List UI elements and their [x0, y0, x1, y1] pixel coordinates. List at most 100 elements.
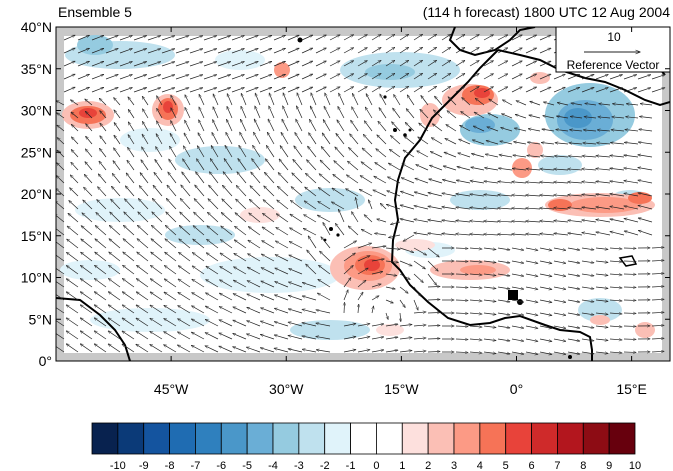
wind-arrow: [86, 124, 93, 132]
wind-arrow: [301, 61, 313, 67]
wind-arrow: [470, 234, 485, 235]
wind-arrow: [413, 260, 425, 269]
wind-arrow: [119, 62, 132, 67]
wind-arrow: [343, 74, 354, 80]
wind-arrow: [136, 318, 149, 327]
wind-arrow: [469, 74, 479, 80]
wind-arrow: [277, 186, 289, 197]
lat-label: 5°N: [29, 311, 53, 327]
wind-arrow: [70, 100, 79, 106]
wind-arrow: [651, 299, 664, 300]
wind-arrow: [71, 150, 79, 158]
wind-arrow: [122, 292, 135, 301]
wind-arrow: [475, 98, 485, 106]
wind-arrow: [455, 313, 468, 314]
wind-arrow: [455, 248, 468, 249]
wind-arrow: [359, 189, 373, 197]
wind-arrow: [596, 219, 611, 223]
wind-arrow: [497, 286, 510, 289]
wind-arrow: [497, 74, 508, 80]
wind-arrow: [418, 137, 429, 145]
wind-arrow: [427, 273, 437, 285]
wind-arrow: [203, 75, 217, 80]
wind-arrow: [399, 299, 405, 308]
wind-arrow: [357, 350, 370, 353]
wind-arrow: [405, 122, 415, 132]
wind-arrow: [259, 61, 272, 67]
wind-arrow: [114, 98, 121, 106]
wind-arrow: [142, 121, 149, 132]
wind-arrow: [651, 273, 664, 274]
wind-arrow: [525, 286, 538, 289]
wind-arrow: [554, 208, 569, 209]
wind-arrow: [305, 173, 317, 184]
wind-arrow: [85, 99, 93, 106]
wind-arrow: [543, 102, 555, 106]
wind-arrow: [71, 124, 79, 132]
wind-arrow: [427, 34, 437, 41]
wind-arrow: [211, 145, 219, 158]
wind-arrow: [625, 130, 639, 131]
wind-arrow: [609, 326, 622, 327]
wind-arrow: [290, 228, 303, 236]
wind-arrow: [394, 94, 401, 106]
wind-arrow: [358, 304, 359, 314]
wind-arrow: [147, 49, 161, 54]
wind-arrow: [638, 155, 653, 158]
wind-arrow: [213, 94, 219, 106]
wind-arrow: [371, 324, 384, 327]
colorbar-swatch: [427, 422, 455, 455]
wind-arrow: [514, 142, 527, 145]
wind-arrow: [141, 160, 149, 171]
wind-arrow: [371, 246, 386, 249]
wind-arrow: [170, 146, 177, 158]
wind-arrow: [413, 60, 423, 67]
wind-arrow: [302, 296, 317, 301]
wind-arrow: [553, 325, 566, 328]
wind-arrow: [471, 154, 485, 158]
wind-arrow: [66, 344, 79, 353]
wind-arrow: [400, 191, 415, 197]
wind-arrow: [553, 338, 566, 341]
wind-arrow: [140, 173, 149, 184]
wind-arrow: [306, 160, 317, 171]
wind-arrow: [302, 336, 317, 340]
wind-arrow: [624, 219, 639, 223]
wind-arrow: [388, 163, 401, 171]
wind-arrow: [385, 34, 395, 41]
wind-arrow: [484, 181, 499, 184]
wind-arrow: [399, 350, 412, 352]
wind-arrow: [303, 228, 317, 236]
wind-arrow: [325, 93, 331, 106]
wind-arrow: [142, 134, 149, 145]
wind-arrow: [392, 122, 401, 132]
wind-arrow: [261, 254, 275, 262]
wind-arrow: [609, 339, 622, 340]
wind-arrow: [638, 142, 653, 145]
colorbar-swatch: [143, 422, 170, 455]
wind-arrow: [99, 161, 107, 171]
wind-arrow: [553, 87, 565, 93]
colorbar-swatch: [608, 422, 636, 455]
wind-arrow: [165, 239, 177, 249]
wind-arrow: [56, 254, 65, 262]
wind-arrow: [139, 186, 149, 197]
wind-arrow: [287, 61, 299, 67]
lon-label: 15°W: [384, 381, 419, 397]
wind-arrow: [185, 95, 191, 106]
colorbar-label: 0: [373, 460, 379, 471]
wind-arrow: [356, 197, 359, 210]
wind-arrow: [539, 87, 551, 93]
colorbar-swatch: [582, 422, 610, 455]
wind-arrow: [113, 161, 121, 171]
wind-arrow: [511, 286, 524, 289]
wind-arrow: [624, 206, 639, 210]
wind-arrow: [525, 61, 537, 67]
colorbar-label: 2: [425, 460, 431, 471]
wind-arrow: [581, 299, 594, 302]
wind-arrow: [343, 350, 356, 353]
wind-arrow: [432, 124, 443, 132]
wind-arrow: [385, 286, 395, 289]
wind-arrow: [371, 47, 381, 54]
longitude-axis: 45°W 30°W 15°W 0° 15°E: [154, 27, 647, 397]
